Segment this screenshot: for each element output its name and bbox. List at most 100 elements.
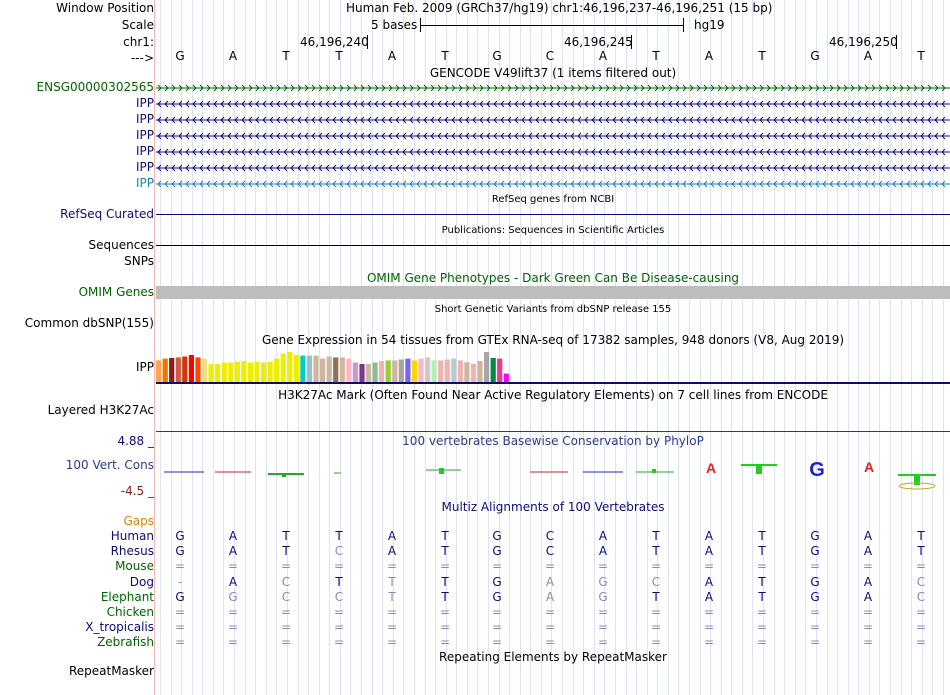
h3k27ac-label[interactable]: Layered H3K27Ac	[47, 403, 154, 417]
gtex-bar[interactable]	[188, 355, 194, 382]
gtex-bar[interactable]	[208, 364, 214, 382]
gencode-transcript-line[interactable]	[156, 84, 950, 92]
gtex-bar[interactable]	[234, 361, 240, 382]
gtex-bar[interactable]	[333, 357, 339, 382]
gtex-label[interactable]: IPP	[135, 360, 154, 374]
gencode-transcript-line[interactable]	[156, 180, 950, 188]
repeatmasker-label[interactable]: RepeatMasker	[68, 664, 154, 678]
species-label[interactable]: Zebrafish	[97, 635, 154, 649]
gtex-bar[interactable]	[326, 356, 332, 383]
alignment-base: T	[917, 529, 925, 543]
gencode-transcript-label[interactable]: IPP	[135, 112, 154, 126]
gtex-bar[interactable]	[241, 361, 247, 382]
gtex-bar[interactable]	[503, 373, 509, 382]
gtex-bar[interactable]	[300, 355, 306, 382]
gtex-bar[interactable]	[169, 358, 175, 382]
species-label[interactable]: X_tropicalis	[85, 620, 154, 634]
gtex-bar[interactable]	[247, 362, 253, 383]
gtex-bar[interactable]	[411, 360, 417, 382]
species-label[interactable]: Elephant	[100, 590, 154, 604]
gtex-chart[interactable]	[156, 345, 950, 385]
gtex-bar[interactable]	[359, 364, 365, 382]
species-label[interactable]: Human	[110, 529, 154, 543]
sequences-label[interactable]: Sequences	[88, 238, 154, 252]
gencode-transcript-line[interactable]	[156, 148, 950, 156]
gtex-bar[interactable]	[201, 358, 208, 382]
gtex-bar[interactable]	[320, 358, 326, 382]
gtex-bar[interactable]	[470, 364, 477, 382]
species-label[interactable]: Mouse	[115, 559, 154, 573]
gtex-bar[interactable]	[261, 362, 267, 383]
gtex-bar[interactable]	[451, 358, 457, 382]
gtex-bar[interactable]	[464, 362, 470, 382]
gtex-bar[interactable]	[431, 360, 437, 382]
gtex-bar[interactable]	[457, 360, 463, 382]
position-text[interactable]: Human Feb. 2009 (GRCh37/hg19) chr1:46,19…	[346, 1, 773, 15]
gtex-bar[interactable]	[444, 359, 450, 383]
species-label[interactable]: Chicken	[106, 605, 154, 619]
cons-plot[interactable]: A G A	[156, 455, 950, 495]
gtex-bar[interactable]	[405, 358, 411, 382]
gtex-bar[interactable]	[418, 358, 424, 382]
grid-line	[604, 0, 605, 695]
gtex-bar[interactable]	[379, 361, 385, 382]
gencode-transcript-line[interactable]	[156, 116, 950, 124]
multiz-title: Multiz Alignments of 100 Vertebrates	[441, 500, 665, 514]
gtex-bar[interactable]	[274, 358, 280, 382]
alignment-base: =	[862, 605, 874, 619]
gtex-bar[interactable]	[215, 364, 221, 382]
reference-base: G	[810, 49, 820, 63]
gtex-bar[interactable]	[293, 355, 299, 382]
gtex-bar[interactable]	[254, 361, 260, 382]
omim-track-bar[interactable]	[156, 286, 950, 299]
gtex-bar[interactable]	[313, 355, 319, 382]
gtex-bar[interactable]	[398, 359, 404, 383]
gtex-bar[interactable]	[162, 358, 168, 382]
gtex-bar[interactable]	[346, 358, 352, 382]
gencode-transcript-label[interactable]: IPP	[135, 128, 154, 142]
gtex-bar[interactable]	[392, 360, 398, 382]
species-label[interactable]: Rhesus	[110, 544, 154, 558]
gtex-bar[interactable]	[221, 362, 227, 383]
gtex-bar[interactable]	[425, 357, 431, 382]
gtex-bar[interactable]	[182, 356, 188, 383]
refseq-label[interactable]: RefSeq Curated	[60, 207, 154, 221]
gaps-label[interactable]: Gaps	[123, 514, 154, 528]
gtex-bar[interactable]	[195, 357, 201, 382]
alignment-base: =	[862, 620, 874, 634]
gtex-bar[interactable]	[484, 352, 490, 382]
gtex-bar[interactable]	[365, 364, 372, 382]
gencode-transcript-label[interactable]: IPP	[135, 176, 154, 190]
publications-track-line[interactable]	[156, 245, 950, 246]
omim-label[interactable]: OMIM Genes	[78, 285, 154, 299]
gtex-bar[interactable]	[280, 353, 286, 383]
gtex-bar[interactable]	[490, 358, 496, 382]
gencode-transcript-label[interactable]: IPP	[135, 96, 154, 110]
gtex-bar[interactable]	[438, 360, 444, 382]
cons-label[interactable]: 100 Vert. Cons	[65, 458, 154, 472]
grid-line	[594, 0, 595, 695]
gtex-bar[interactable]	[477, 361, 483, 382]
gtex-bar[interactable]	[497, 358, 503, 382]
gtex-bar[interactable]	[287, 352, 293, 382]
track-left-border	[154, 0, 155, 695]
gtex-bar[interactable]	[339, 357, 345, 382]
snps-label[interactable]: SNPs	[124, 254, 154, 268]
species-label[interactable]: Dog	[129, 575, 154, 589]
refseq-track-line[interactable]	[156, 214, 950, 215]
gtex-bar[interactable]	[306, 355, 313, 382]
gencode-transcript-line[interactable]	[156, 100, 950, 108]
gencode-gene-label[interactable]: ENSG00000302565	[36, 80, 154, 94]
gtex-bar[interactable]	[175, 357, 181, 382]
gencode-transcript-label[interactable]: IPP	[135, 144, 154, 158]
gencode-transcript-label[interactable]: IPP	[135, 160, 154, 174]
gtex-bar[interactable]	[156, 360, 162, 382]
gencode-transcript-line[interactable]	[156, 132, 950, 140]
dbsnp-label[interactable]: Common dbSNP(155)	[24, 316, 154, 330]
gencode-transcript-line[interactable]	[156, 164, 950, 172]
gtex-bar[interactable]	[267, 361, 273, 382]
gtex-bar[interactable]	[385, 360, 391, 382]
gtex-bar[interactable]	[372, 362, 378, 383]
gtex-bar[interactable]	[228, 362, 234, 383]
gtex-bar[interactable]	[352, 362, 358, 383]
